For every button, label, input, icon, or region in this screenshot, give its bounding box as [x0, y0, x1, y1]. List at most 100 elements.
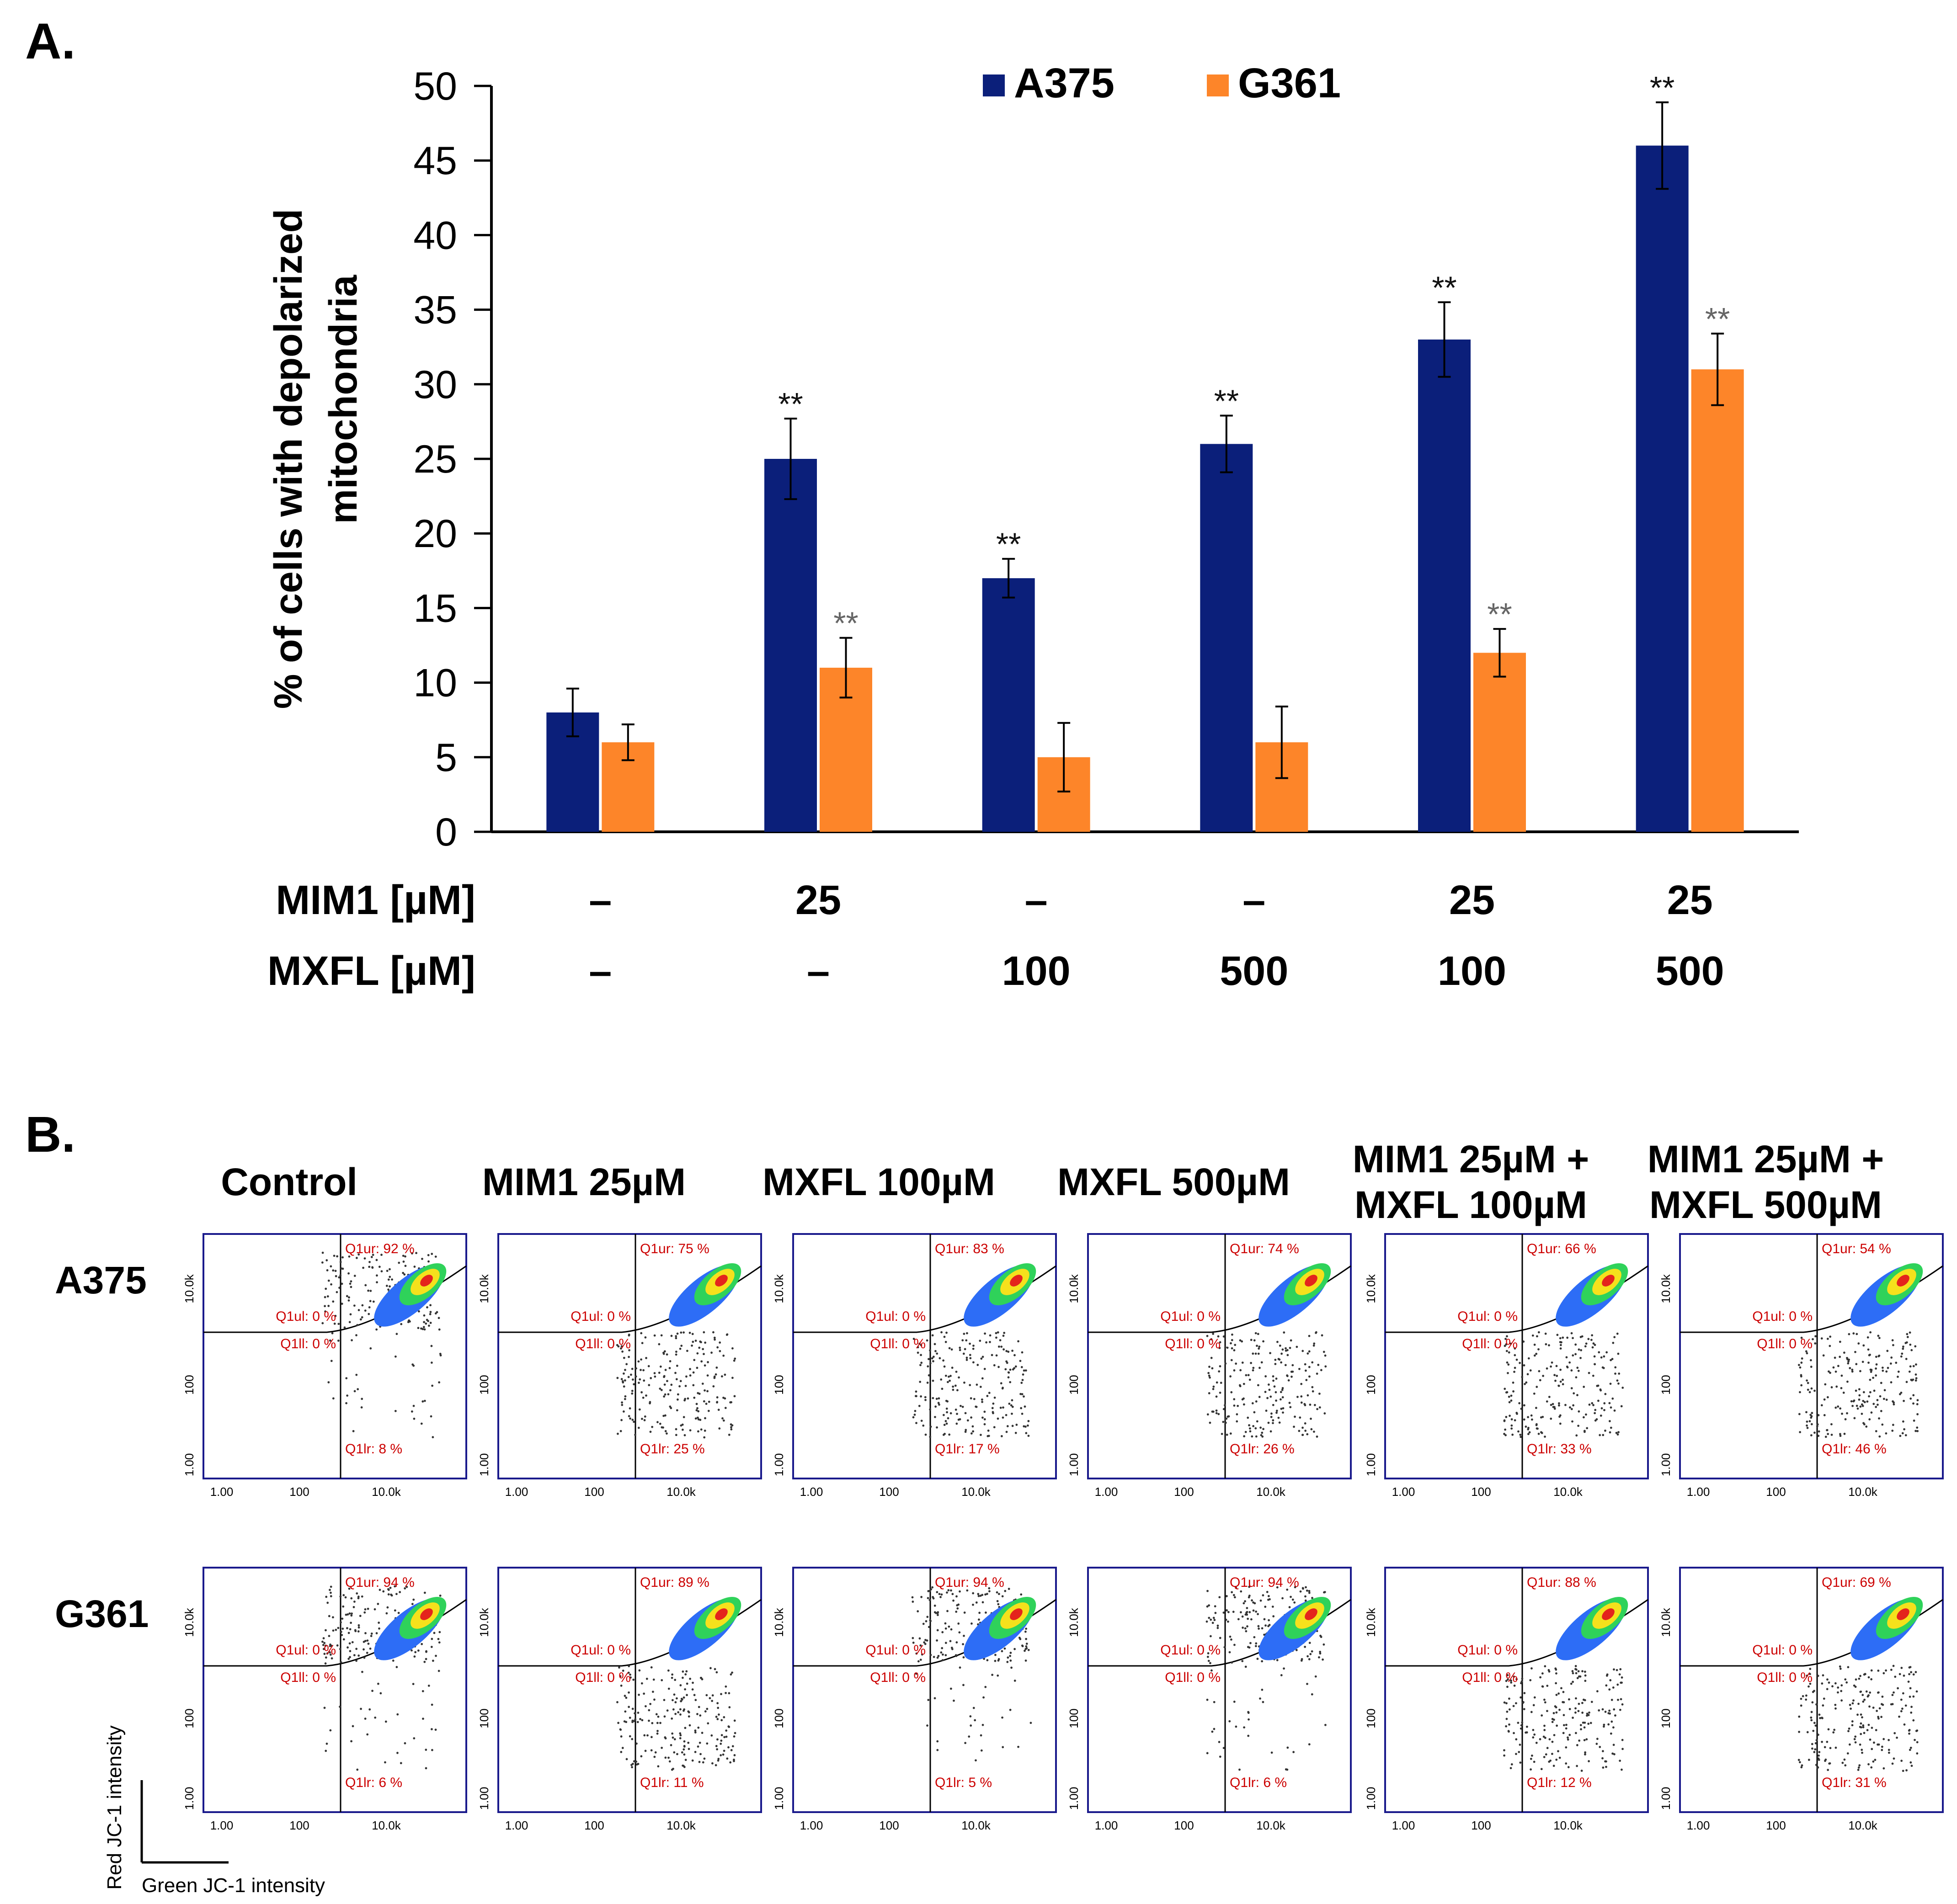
event-dot	[1510, 1399, 1513, 1402]
event-dot	[714, 1338, 716, 1341]
event-dot	[1313, 1404, 1316, 1406]
event-dot	[1562, 1714, 1565, 1717]
event-dot	[429, 1304, 432, 1307]
event-dot	[1867, 1348, 1870, 1351]
event-dot	[377, 1682, 379, 1685]
event-dot	[696, 1407, 699, 1409]
event-dot	[942, 1359, 944, 1362]
event-dot	[653, 1372, 656, 1374]
event-dot	[1229, 1375, 1232, 1377]
event-dot	[1840, 1684, 1843, 1687]
event-dot	[339, 1706, 341, 1708]
event-dot	[927, 1699, 930, 1701]
event-dot	[350, 1597, 353, 1600]
event-dot	[716, 1748, 719, 1750]
event-dot	[1262, 1340, 1264, 1343]
event-dot	[1830, 1386, 1833, 1388]
event-dot	[1521, 1721, 1524, 1724]
event-dot	[1855, 1678, 1857, 1681]
event-dot	[1226, 1595, 1228, 1597]
event-dot	[670, 1744, 672, 1746]
event-dot	[1798, 1761, 1801, 1764]
event-dot	[932, 1379, 934, 1382]
event-dot	[1863, 1401, 1866, 1404]
event-dot	[989, 1334, 992, 1337]
event-dot	[1275, 1411, 1278, 1414]
event-dot	[924, 1396, 927, 1399]
event-dot	[987, 1435, 990, 1437]
event-dot	[335, 1628, 337, 1631]
event-dot	[1873, 1389, 1876, 1392]
event-dot	[1218, 1596, 1221, 1599]
event-dot	[1532, 1704, 1535, 1707]
event-dot	[1224, 1421, 1227, 1424]
event-dot	[349, 1313, 352, 1316]
event-dot	[629, 1673, 631, 1676]
event-dot	[1264, 1375, 1267, 1377]
event-dot	[1558, 1756, 1561, 1759]
event-dot	[1221, 1433, 1223, 1435]
event-dot	[1217, 1335, 1220, 1338]
event-dot	[664, 1737, 667, 1739]
event-dot	[1212, 1388, 1215, 1390]
scatter-plot: Q1ur: 66 %Q1ul: 0 %Q1ll: 0 %Q1lr: 33 %1.…	[1364, 1233, 1649, 1499]
event-dot	[1899, 1435, 1902, 1437]
event-dot	[1258, 1396, 1261, 1398]
event-dot	[693, 1396, 696, 1399]
event-dot	[1224, 1418, 1226, 1420]
event-dot	[920, 1395, 922, 1398]
event-dot	[712, 1385, 715, 1388]
event-dot	[620, 1751, 623, 1753]
event-dot	[1827, 1370, 1830, 1373]
gate-lr-label: Q1lr: 25 %	[640, 1441, 705, 1457]
event-dot	[1286, 1354, 1289, 1356]
event-dot	[917, 1610, 919, 1612]
event-dot	[1575, 1672, 1578, 1675]
event-dot	[1525, 1425, 1527, 1428]
event-dot	[1849, 1367, 1851, 1369]
y-tick-label: 10.0k	[182, 1607, 196, 1637]
event-dot	[1530, 1667, 1533, 1670]
gate-ul-label: Q1ul: 0 %	[1457, 1643, 1518, 1658]
event-dot	[349, 1656, 351, 1659]
event-dot	[1865, 1425, 1868, 1428]
event-dot	[1504, 1434, 1507, 1436]
event-dot	[726, 1757, 729, 1760]
event-dot	[1555, 1668, 1557, 1671]
event-dot	[1515, 1678, 1518, 1681]
event-dot	[1568, 1734, 1571, 1736]
event-dot	[1267, 1595, 1270, 1597]
event-dot	[1507, 1372, 1509, 1374]
event-dot	[1301, 1587, 1304, 1590]
event-dot	[331, 1332, 334, 1335]
event-dot	[1848, 1333, 1850, 1335]
event-dot	[670, 1335, 673, 1337]
event-dot	[321, 1251, 324, 1254]
event-dot	[1546, 1685, 1549, 1687]
event-dot	[1258, 1346, 1261, 1348]
event-dot	[1241, 1615, 1244, 1618]
event-dot	[620, 1345, 623, 1348]
event-dot	[433, 1632, 436, 1634]
event-dot	[1515, 1702, 1517, 1705]
y-tick-label: 15	[413, 586, 457, 630]
event-dot	[938, 1397, 940, 1400]
event-dot	[949, 1640, 952, 1643]
event-dot	[1869, 1378, 1872, 1381]
event-dot	[650, 1377, 652, 1379]
event-dot	[944, 1340, 947, 1343]
event-dot	[1844, 1764, 1847, 1767]
event-dot	[1616, 1379, 1619, 1382]
y-tick-label: 25	[413, 437, 457, 481]
event-dot	[698, 1760, 701, 1763]
event-dot	[1248, 1378, 1251, 1381]
event-dot	[1890, 1381, 1893, 1383]
x-tick-label: 1.00	[1095, 1485, 1118, 1499]
event-dot	[356, 1768, 359, 1771]
event-dot	[997, 1674, 999, 1677]
event-dot	[1618, 1372, 1621, 1375]
y-tick-label: 10.0k	[477, 1274, 491, 1303]
legend-swatch	[1207, 74, 1229, 96]
event-dot	[1858, 1677, 1861, 1680]
event-dot	[1207, 1652, 1210, 1654]
